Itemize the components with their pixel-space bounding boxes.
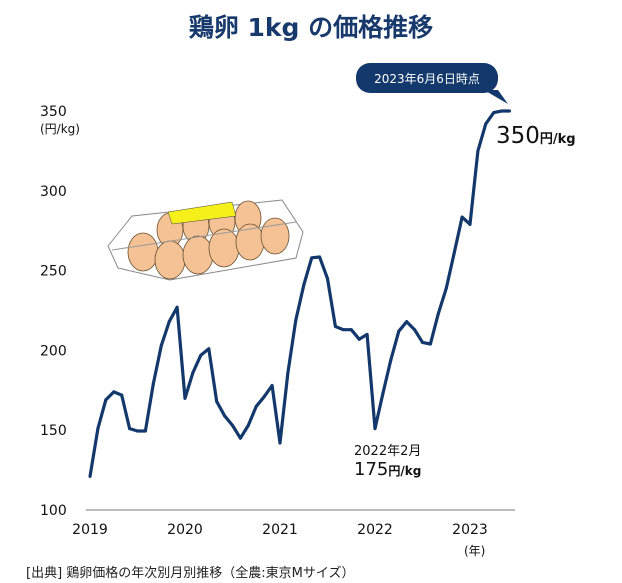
data-point (238, 436, 242, 440)
y-tick-label: 350 (40, 104, 67, 120)
data-point (128, 427, 132, 431)
data-point (508, 109, 512, 113)
data-point (151, 382, 155, 386)
data-point (278, 441, 282, 445)
y-tick-label: 150 (40, 423, 67, 439)
egg-carton-illustration (107, 199, 304, 281)
data-point (175, 305, 179, 309)
data-point (143, 429, 147, 433)
data-point (381, 391, 385, 395)
data-point (492, 111, 496, 115)
low-value-label: 175円/kg (354, 459, 421, 480)
data-point (120, 393, 124, 397)
data-point (436, 312, 440, 316)
data-point (207, 347, 211, 351)
data-point (500, 109, 504, 113)
callout-text: 2023年6月6日時点 (374, 72, 480, 86)
data-point (96, 427, 100, 431)
data-point (302, 283, 306, 287)
y-axis-unit: (円/kg) (40, 122, 80, 136)
data-point (136, 429, 139, 433)
data-point (167, 320, 171, 324)
y-tick-label: 250 (40, 264, 67, 280)
data-point (191, 371, 195, 375)
x-tick-label: 2022 (357, 522, 393, 538)
data-point (333, 324, 337, 328)
data-point (452, 251, 456, 255)
data-point (468, 222, 472, 226)
data-point (476, 149, 480, 153)
data-point (421, 340, 424, 344)
x-axis-unit: (年) (464, 544, 485, 558)
data-point (357, 337, 361, 341)
y-tick-label: 300 (40, 184, 67, 200)
data-point (183, 396, 187, 400)
data-point (405, 320, 409, 324)
data-point (231, 423, 234, 427)
low-date-label: 2022年2月 (354, 444, 421, 459)
data-point (397, 329, 401, 333)
y-tick-label: 100 (40, 503, 67, 519)
x-tick-label: 2019 (72, 522, 108, 538)
data-point (223, 414, 227, 418)
data-point (310, 256, 314, 260)
data-point (460, 215, 464, 219)
series-line (88, 109, 510, 477)
data-point (428, 342, 432, 346)
data-point (246, 423, 250, 427)
y-tick-label: 200 (40, 343, 67, 359)
data-point (199, 353, 203, 357)
data-point (262, 395, 266, 399)
x-tick-label: 2023 (452, 522, 488, 538)
data-point (88, 474, 92, 478)
x-tick-label: 2020 (167, 522, 203, 538)
data-point (389, 358, 393, 362)
data-point (104, 398, 108, 402)
data-point (254, 404, 258, 408)
data-point (444, 286, 448, 290)
data-point (349, 328, 353, 332)
data-point (215, 399, 219, 403)
data-point (326, 277, 329, 281)
data-point (413, 328, 417, 332)
data-point (484, 122, 488, 126)
data-point (341, 328, 345, 332)
data-point (318, 255, 322, 259)
data-point (159, 344, 163, 348)
data-point (112, 390, 116, 394)
latest-value-label: 350円/kg (496, 123, 576, 149)
source-note: [出典] 鶏卵価格の年次別月別推移（全農:東京Mサイズ） (26, 566, 355, 581)
data-point (294, 318, 298, 322)
chart-title: 鶏卵 1kg の価格推移 (188, 13, 434, 42)
data-point (365, 332, 369, 336)
date-callout: 2023年6月6日時点 (356, 63, 508, 104)
x-tick-label: 2021 (262, 522, 298, 538)
data-point (270, 384, 274, 388)
data-point (373, 427, 377, 431)
data-point (286, 371, 290, 375)
